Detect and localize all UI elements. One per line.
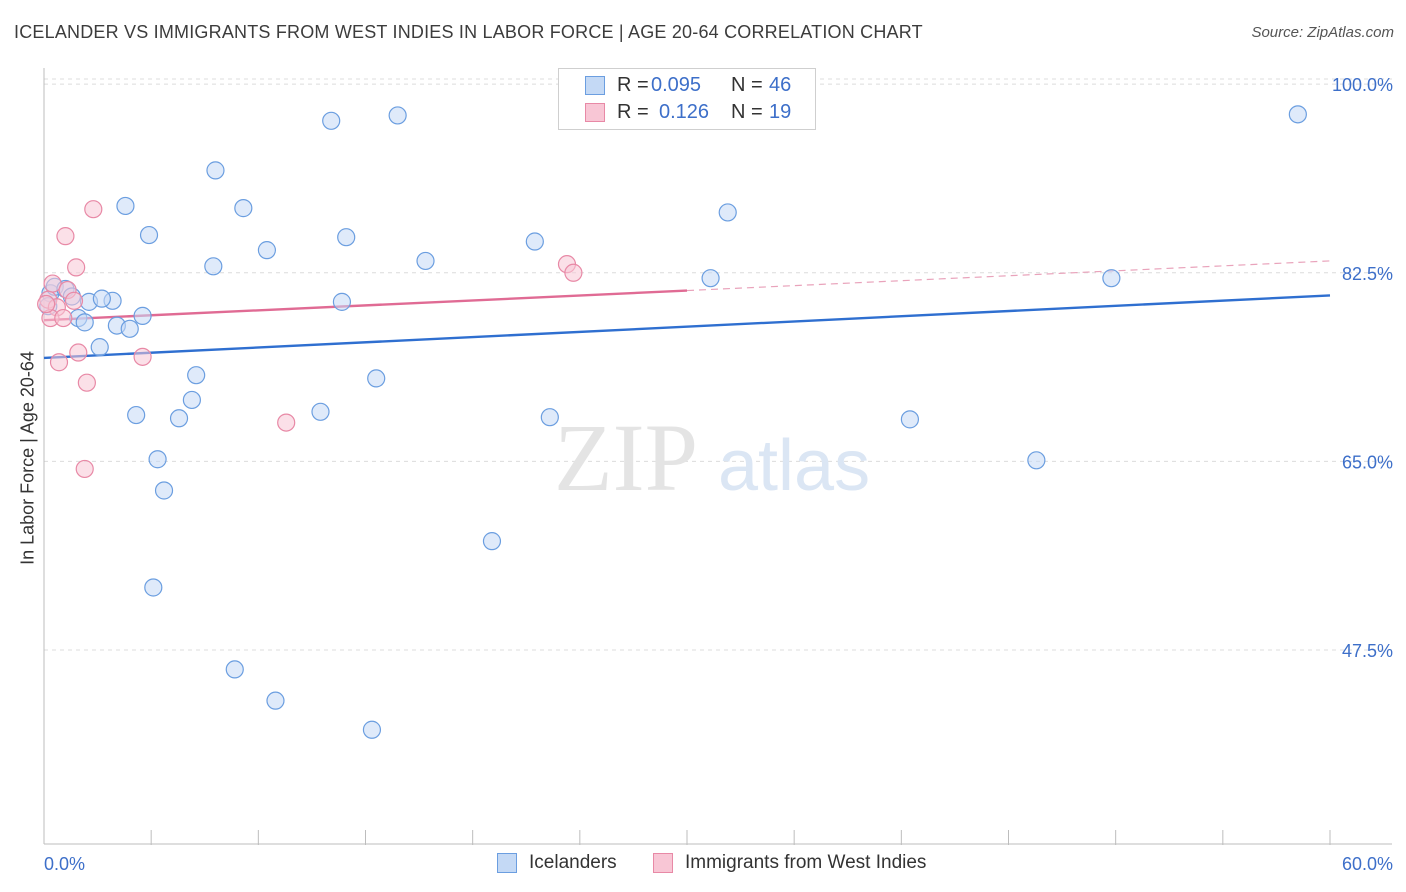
point-icelander bbox=[133, 306, 152, 325]
point-icelander bbox=[416, 251, 435, 271]
axes bbox=[43, 68, 1392, 845]
watermark-zip: ZIP bbox=[554, 404, 698, 511]
point-icelander bbox=[900, 410, 920, 429]
point-icelander bbox=[362, 720, 382, 739]
stats-legend: R = 0.095 N = 46 R = 0.126 N = 19 bbox=[558, 68, 816, 130]
chart-title: ICELANDER VS IMMIGRANTS FROM WEST INDIES… bbox=[14, 22, 923, 42]
point-west-indies bbox=[67, 258, 86, 277]
legend-label-icelanders: Icelanders bbox=[529, 852, 617, 873]
point-west-indies bbox=[133, 347, 152, 366]
legend-r-value: 0.126 bbox=[659, 101, 710, 123]
point-icelander bbox=[116, 196, 135, 216]
legend-r-label: R = bbox=[617, 101, 649, 123]
point-icelander bbox=[75, 313, 94, 332]
trend-line-dashed bbox=[686, 260, 1331, 292]
point-icelander bbox=[332, 292, 352, 311]
point-west-indies bbox=[54, 308, 73, 328]
point-icelander bbox=[204, 257, 223, 276]
point-icelander bbox=[1102, 269, 1121, 288]
x-tick-label: 60.0% bbox=[1342, 854, 1393, 874]
point-icelander bbox=[92, 289, 111, 308]
point-icelander bbox=[525, 232, 544, 251]
point-icelander bbox=[127, 405, 146, 425]
point-icelander bbox=[90, 338, 109, 357]
point-west-indies bbox=[75, 459, 94, 479]
point-icelander bbox=[337, 228, 356, 247]
chart-source: Source: ZipAtlas.com bbox=[1251, 24, 1394, 41]
point-west-indies bbox=[49, 353, 69, 372]
point-west-indies bbox=[37, 294, 56, 314]
point-west-indies bbox=[64, 291, 84, 310]
legend-n-value: 19 bbox=[769, 101, 792, 123]
point-icelander bbox=[311, 402, 330, 421]
point-icelander bbox=[144, 578, 163, 597]
point-icelander bbox=[139, 225, 159, 245]
point-icelander bbox=[266, 691, 285, 710]
point-icelander bbox=[154, 481, 174, 500]
point-icelander bbox=[225, 660, 244, 679]
point-icelander bbox=[718, 203, 737, 222]
point-west-indies bbox=[277, 413, 296, 432]
trend-lines bbox=[43, 260, 1331, 360]
y-tick-label: 100.0% bbox=[1332, 75, 1393, 95]
point-icelander bbox=[234, 199, 253, 218]
legend-swatch-icelanders bbox=[585, 76, 605, 95]
legend-swatch-west-indies bbox=[653, 853, 673, 873]
y-tick-label: 47.5% bbox=[1342, 641, 1393, 661]
y-tick-label: 82.5% bbox=[1342, 264, 1393, 284]
point-west-indies bbox=[77, 373, 96, 392]
point-icelander bbox=[182, 390, 201, 410]
point-west-indies bbox=[56, 227, 75, 246]
legend-r-value: 0.095 bbox=[651, 74, 702, 96]
point-icelander bbox=[120, 319, 139, 338]
legend-swatch-west-indies bbox=[585, 103, 605, 122]
legend-row-west-indies: R = 0.126 N = 19 bbox=[559, 100, 815, 126]
trend-line-icelanders bbox=[43, 294, 1331, 360]
point-icelander bbox=[257, 241, 277, 260]
point-icelander bbox=[482, 532, 502, 551]
y-axis-label: In Labor Force | Age 20-64 bbox=[17, 351, 38, 565]
point-icelander bbox=[388, 106, 407, 125]
point-icelander bbox=[187, 366, 206, 385]
gridlines bbox=[44, 78, 1392, 651]
legend-r-label: R = bbox=[617, 74, 649, 96]
point-west-indies bbox=[564, 263, 583, 282]
y-tick-label: 65.0% bbox=[1342, 452, 1393, 472]
point-west-indies bbox=[84, 200, 103, 219]
point-icelander bbox=[169, 409, 189, 428]
legend-n-label: N = bbox=[731, 101, 763, 123]
point-icelander bbox=[322, 111, 341, 130]
legend-swatch-icelanders bbox=[497, 853, 517, 873]
point-icelander bbox=[148, 450, 167, 469]
point-icelander bbox=[540, 408, 559, 427]
data-points bbox=[37, 105, 1307, 739]
legend-n-value: 46 bbox=[769, 74, 792, 96]
point-icelander bbox=[1027, 451, 1046, 470]
x-tick-label: 0.0% bbox=[44, 854, 85, 874]
tick-labels: 100.0% 82.5% 65.0% 47.5% 0.0% 60.0% bbox=[44, 75, 1393, 874]
legend-row-icelanders: R = 0.095 N = 46 bbox=[559, 73, 815, 99]
point-west-indies bbox=[43, 274, 62, 293]
point-icelander bbox=[1288, 105, 1307, 124]
legend-label-west-indies: Immigrants from West Indies bbox=[685, 852, 927, 873]
point-icelander bbox=[367, 369, 386, 388]
watermark: ZIP atlas bbox=[554, 404, 870, 511]
point-west-indies bbox=[69, 343, 88, 362]
watermark-atlas: atlas bbox=[718, 426, 870, 506]
legend-n-label: N = bbox=[731, 74, 763, 96]
point-icelander bbox=[701, 269, 720, 288]
point-icelander bbox=[206, 161, 225, 180]
